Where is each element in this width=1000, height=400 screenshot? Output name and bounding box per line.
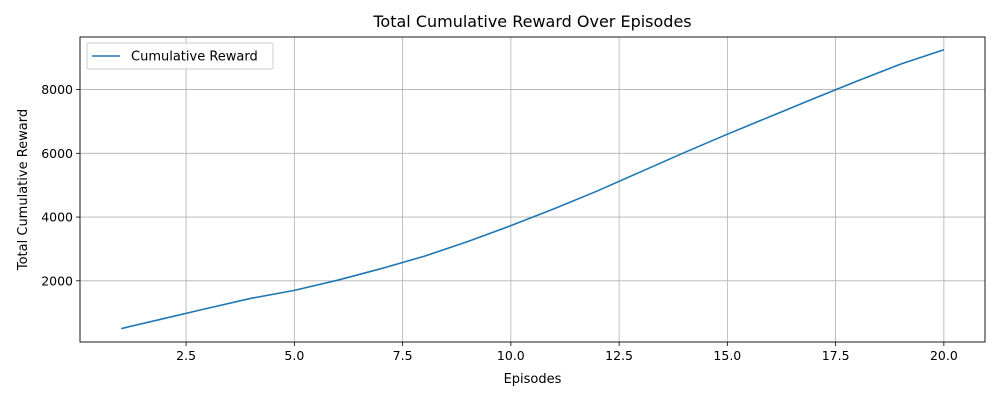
series-line xyxy=(120,48,945,330)
legend-box xyxy=(86,42,274,70)
legend: Cumulative Reward xyxy=(86,42,274,70)
x-tick-label: 17.5 xyxy=(822,348,850,363)
x-tick-label: 12.5 xyxy=(605,348,633,363)
x-axis-ticks: 2.5 5.0 7.5 10.0 12.5 15.0 17.5 20.0 xyxy=(176,342,958,363)
y-tick-label: 4000 xyxy=(41,210,73,225)
chart-title: Total Cumulative Reward Over Episodes xyxy=(372,12,691,31)
plot-frame xyxy=(79,36,986,343)
x-tick-label: 2.5 xyxy=(176,348,196,363)
x-tick-label: 7.5 xyxy=(393,348,413,363)
x-axis-title: Episodes xyxy=(504,372,562,387)
y-tick-label: 6000 xyxy=(41,146,73,161)
legend-label: Cumulative Reward xyxy=(131,50,258,65)
y-tick-label: 8000 xyxy=(41,82,73,97)
x-tick-label: 15.0 xyxy=(713,348,741,363)
grid xyxy=(80,37,985,342)
y-axis-title: Total Cumulative Reward xyxy=(16,109,31,271)
x-tick-label: 5.0 xyxy=(284,348,304,363)
y-tick-label: 2000 xyxy=(41,273,73,288)
x-tick-label: 20.0 xyxy=(930,348,958,363)
y-axis-ticks: 2000 4000 6000 8000 xyxy=(41,82,80,288)
series-layer xyxy=(120,48,945,330)
x-tick-label: 10.0 xyxy=(497,348,525,363)
